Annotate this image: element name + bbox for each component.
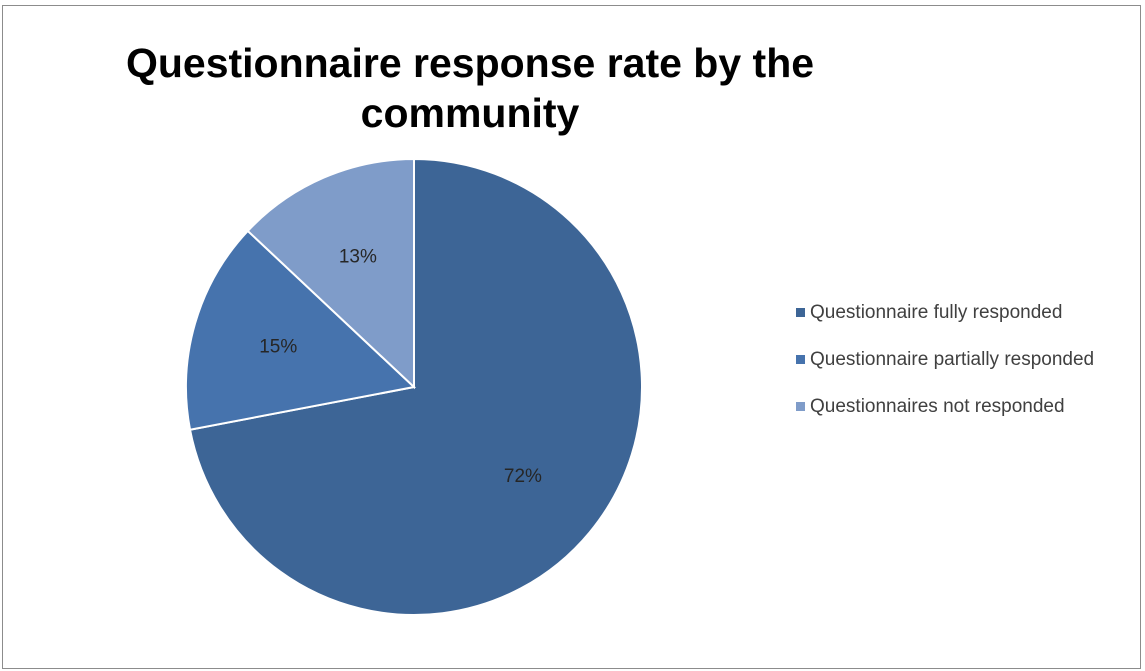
- legend-item-fully-responded: Questionnaire fully responded: [796, 300, 1141, 325]
- legend-label-partially-responded: Questionnaire partially responded: [810, 349, 1095, 370]
- chart-title: Questionnaire response rate by the commu…: [0, 38, 940, 138]
- chart-legend: Questionnaire fully responded Questionna…: [796, 300, 1141, 441]
- slice-fully-responded: [188, 157, 643, 616]
- legend-item-not-responded: Questionnaires not responded: [796, 394, 1141, 419]
- data-label-partially-responded: 15%: [259, 337, 297, 358]
- data-label-fully-responded: 72%: [504, 466, 542, 487]
- slice-not-responded: [246, 157, 415, 390]
- legend-label-fully-responded: Questionnaire fully responded: [810, 302, 1063, 323]
- legend-label-not-responded: Questionnaires not responded: [810, 396, 1065, 417]
- legend-item-partially-responded: Questionnaire partially responded: [796, 347, 1141, 372]
- legend-swatch-fully-responded: [796, 308, 805, 317]
- legend-swatch-partially-responded: [796, 355, 805, 364]
- chart-title-line-1: Questionnaire response rate by the: [125, 40, 815, 86]
- chart-title-line-2: community: [360, 90, 580, 136]
- slice-partially-responded: [185, 229, 417, 431]
- data-label-not-responded: 13%: [339, 246, 377, 267]
- legend-swatch-not-responded: [796, 402, 805, 411]
